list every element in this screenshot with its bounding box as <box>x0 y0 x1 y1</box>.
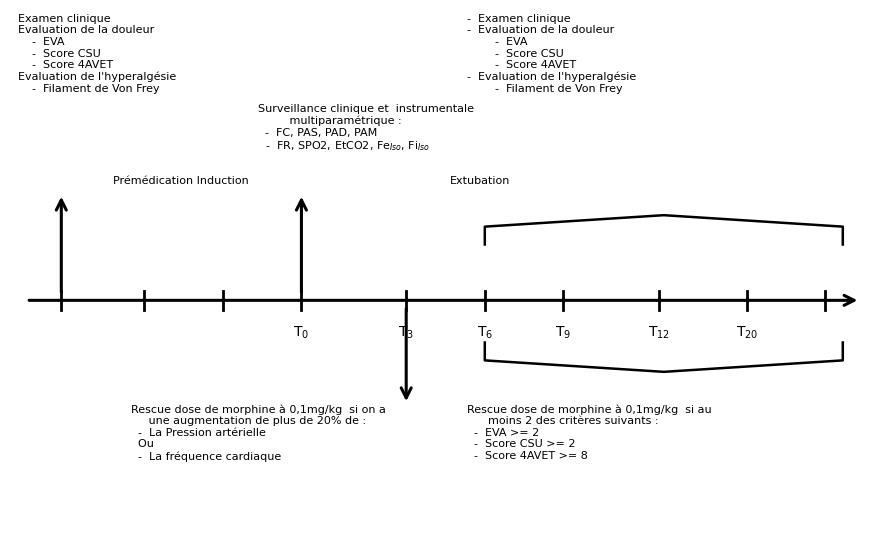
Text: Surveillance clinique et  instrumentale
         multiparamétrique :
  -  FC, PA: Surveillance clinique et instrumentale m… <box>257 104 474 153</box>
Text: Rescue dose de morphine à 0,1mg/kg  si on a
     une augmentation de plus de 20%: Rescue dose de morphine à 0,1mg/kg si on… <box>131 404 386 462</box>
Text: Extubation: Extubation <box>450 175 511 185</box>
Text: T$_9$: T$_9$ <box>555 325 571 341</box>
Text: T$_0$: T$_0$ <box>293 325 309 341</box>
Text: Examen clinique
Evaluation de la douleur
    -  EVA
    -  Score CSU
    -  Scor: Examen clinique Evaluation de la douleur… <box>18 14 176 94</box>
Text: T$_6$: T$_6$ <box>477 325 493 341</box>
Text: T$_{20}$: T$_{20}$ <box>736 325 758 341</box>
Text: Rescue dose de morphine à 0,1mg/kg  si au
      moins 2 des critères suivants :
: Rescue dose de morphine à 0,1mg/kg si au… <box>468 404 712 461</box>
Text: -  Examen clinique
-  Evaluation de la douleur
        -  EVA
        -  Score C: - Examen clinique - Evaluation de la dou… <box>468 14 636 94</box>
Text: T$_{12}$: T$_{12}$ <box>649 325 670 341</box>
Text: T$_3$: T$_3$ <box>398 325 414 341</box>
Text: Prémédication Induction: Prémédication Induction <box>113 175 249 185</box>
